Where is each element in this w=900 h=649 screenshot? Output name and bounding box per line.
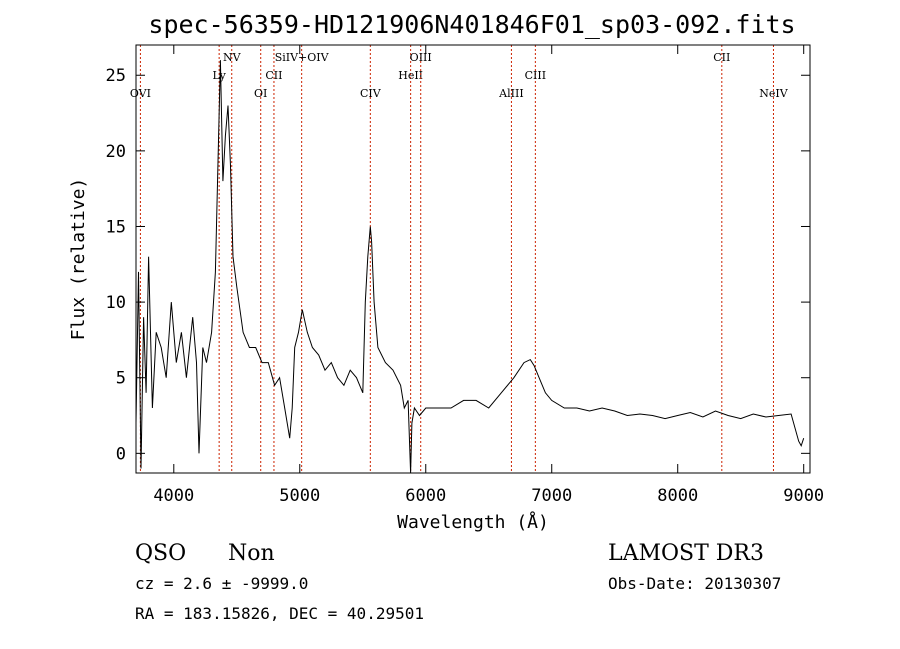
y-tick-label: 15 (106, 217, 126, 237)
plot-frame (135, 44, 811, 474)
x-tick-label: 9000 (783, 486, 824, 506)
object-class: QSO (135, 541, 186, 566)
x-axis: 4000 5000 6000 7000 8000 9000 (153, 45, 824, 506)
chart-title: spec-56359-HD121906N401846F01_sp03-092.f… (148, 10, 795, 39)
x-axis-label: Wavelength (Å) (397, 511, 549, 533)
line-marker-label: NV (223, 51, 242, 64)
line-marker-label: OI (254, 87, 267, 100)
x-tick-label: 5000 (279, 486, 320, 506)
y-tick-label: 25 (106, 66, 126, 86)
line-marker-label: CII (265, 69, 282, 82)
object-subclass: Non (228, 541, 275, 566)
x-tick-label: 8000 (657, 486, 698, 506)
y-tick-label: 10 (106, 293, 126, 313)
x-tick-label: 7000 (531, 486, 572, 506)
x-tick-label: 4000 (153, 486, 194, 506)
line-marker-label: SiIV+OIV (275, 51, 330, 64)
y-tick-label: 20 (106, 142, 126, 162)
y-tick-label: 0 (116, 444, 126, 464)
spectrum-series (135, 60, 805, 474)
emission-line-markers: OVILyNVOICIISiIV+OIVCIVHeIIOIIIAlIIICIII… (130, 45, 789, 473)
observation-date: Obs-Date: 20130307 (608, 574, 781, 593)
line-marker-label: AlIII (498, 87, 524, 100)
line-marker-label: HeII (398, 69, 423, 82)
redshift-info: cz = 2.6 ± -9999.0 (135, 574, 308, 593)
y-axis-label: Flux (relative) (68, 178, 89, 341)
y-tick-label: 5 (116, 369, 126, 389)
survey-name: LAMOST DR3 (608, 541, 764, 566)
coordinates-info: RA = 183.15826, DEC = 40.29501 (135, 604, 424, 623)
line-marker-label: CII (713, 51, 730, 64)
line-marker-label: OVI (130, 87, 151, 100)
line-marker-label: NeIV (759, 87, 788, 100)
y-axis: 0 5 10 15 20 25 (106, 66, 810, 464)
spectrum-line (135, 60, 805, 474)
line-marker-label: CIII (525, 69, 546, 82)
line-marker-label: OIII (410, 51, 432, 64)
x-tick-label: 6000 (405, 486, 446, 506)
line-marker-label: CIV (360, 87, 382, 100)
